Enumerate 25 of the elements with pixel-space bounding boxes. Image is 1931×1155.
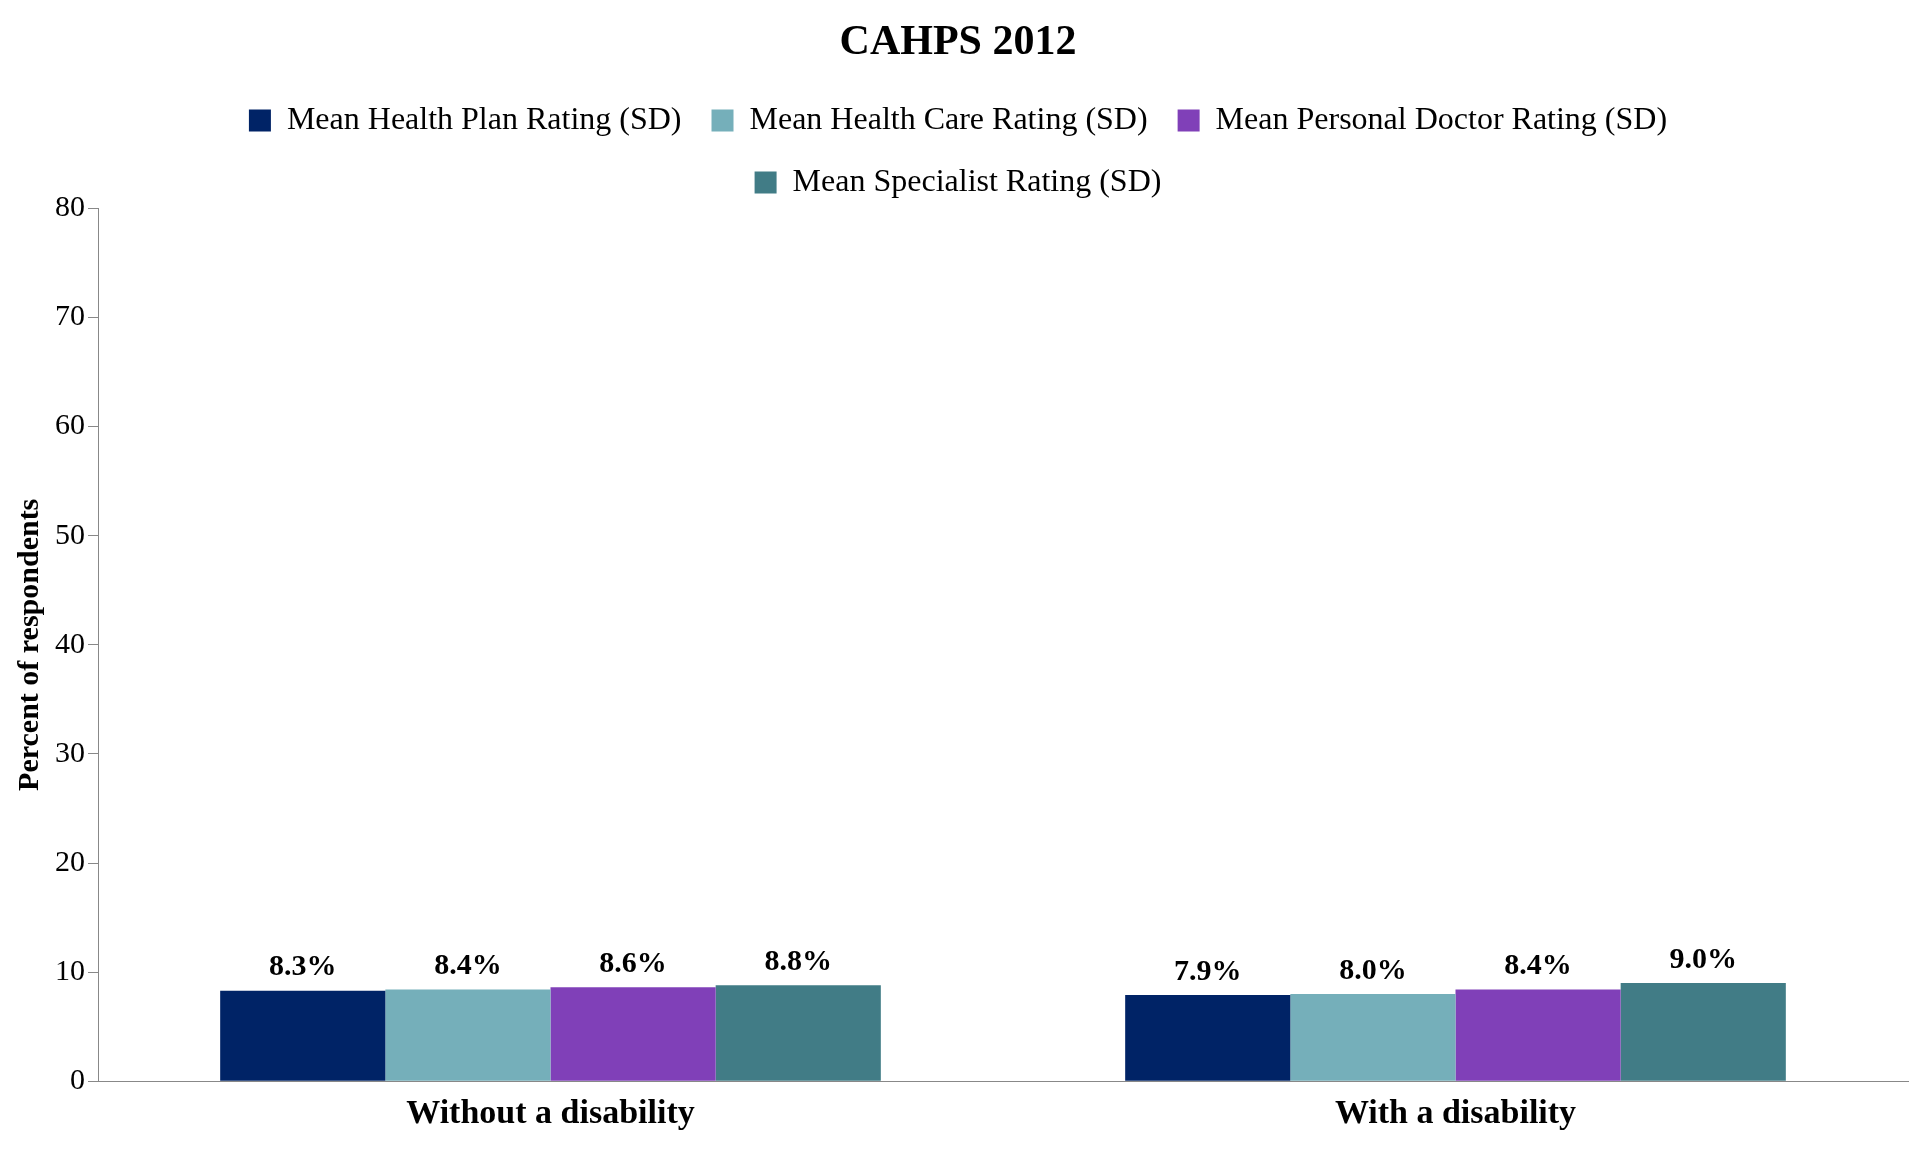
data-label: 8.3% <box>269 948 337 982</box>
data-label: 8.4% <box>1504 947 1572 981</box>
data-label: 8.8% <box>764 942 832 976</box>
data-label: 8.0% <box>1339 951 1407 985</box>
y-tick-label: 20 <box>55 843 85 877</box>
chart-title: CAHPS 2012 <box>839 17 1077 64</box>
legend-label: Mean Specialist Rating (SD) <box>792 161 1162 198</box>
y-tick-label: 60 <box>55 407 85 441</box>
data-label: 9.0% <box>1669 940 1737 974</box>
y-tick-label: 10 <box>55 952 85 986</box>
y-tick-label: 30 <box>55 734 85 768</box>
data-label: 8.4% <box>434 947 502 981</box>
legend-label: Mean Health Plan Rating (SD) <box>286 99 682 136</box>
y-tick-label: 50 <box>55 516 85 550</box>
legend-label: Mean Health Care Rating (SD) <box>749 99 1148 136</box>
data-label: 7.9% <box>1174 952 1242 986</box>
x-tick-label: With a disability <box>1334 1093 1577 1131</box>
legend-label: Mean Personal Doctor Rating (SD) <box>1215 99 1668 136</box>
y-tick-label: 40 <box>55 625 85 659</box>
data-label: 8.6% <box>599 945 667 979</box>
y-tick-label: 80 <box>55 189 85 223</box>
y-tick-label: 70 <box>55 298 85 332</box>
x-tick-label: Without a disability <box>406 1093 695 1131</box>
y-axis-title: Percent of respondents <box>10 498 44 791</box>
y-tick-label: 0 <box>70 1062 85 1096</box>
